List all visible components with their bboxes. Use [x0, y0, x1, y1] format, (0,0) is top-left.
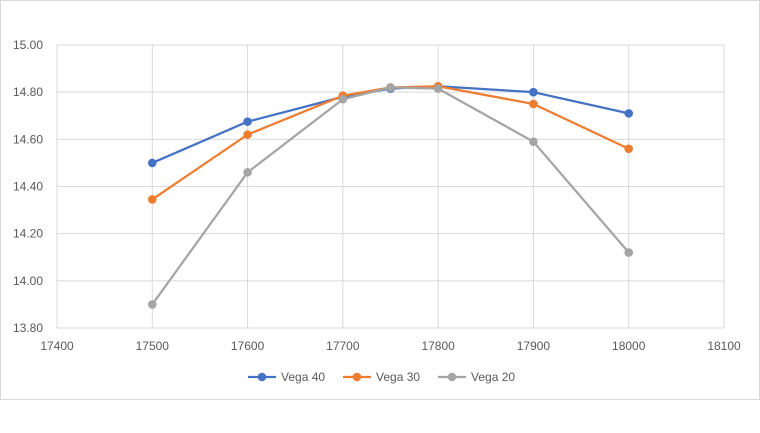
- data-point-vega-20: [386, 83, 395, 92]
- data-point-vega-20: [243, 168, 252, 177]
- data-point-vega-30: [529, 99, 538, 109]
- y-tick-label: 14.80: [13, 85, 43, 99]
- legend-item-vega-40: Vega 40: [248, 370, 325, 384]
- data-point-vega-30: [624, 144, 634, 154]
- data-point-vega-40: [529, 87, 538, 97]
- legend-item-vega-20: Vega 20: [438, 370, 515, 384]
- x-tick-label: 18000: [612, 339, 646, 353]
- y-tick-label: 15.00: [13, 38, 43, 52]
- data-point-vega-40: [147, 158, 157, 168]
- data-point-vega-40: [624, 109, 634, 118]
- data-point-vega-30: [147, 195, 157, 204]
- data-point-vega-30: [243, 130, 252, 139]
- y-tick-label: 14.40: [13, 180, 43, 194]
- x-tick-label: 18100: [707, 339, 741, 353]
- x-tick-label: 17400: [40, 339, 74, 353]
- data-point-vega-20: [624, 248, 634, 257]
- data-point-vega-20: [338, 94, 348, 104]
- legend: Vega 40 Vega 30 Vega 20: [248, 370, 515, 384]
- legend-item-vega-30: Vega 30: [343, 370, 420, 384]
- legend-swatch-marker: [257, 372, 267, 382]
- data-point-vega-20: [433, 84, 443, 93]
- legend-swatch-marker: [352, 372, 362, 382]
- legend-label: Vega 40: [281, 370, 325, 384]
- legend-label: Vega 20: [471, 370, 515, 384]
- x-tick-label: 17500: [136, 339, 170, 353]
- x-tick-label: 17800: [421, 339, 455, 353]
- series-vega-20: [147, 83, 634, 309]
- data-point-vega-20: [147, 300, 157, 309]
- y-tick-label: 14.60: [13, 132, 43, 146]
- legend-label: Vega 30: [376, 370, 420, 384]
- x-tick-label: 17700: [326, 339, 360, 353]
- axis-tick-labels: 13.80 14.00 14.20 14.40 14.60 14.80 15.00 17400…: [13, 38, 741, 353]
- data-point-vega-20: [529, 137, 538, 146]
- chart-border: [0, 0, 760, 400]
- y-tick-label: 13.80: [13, 321, 43, 335]
- x-tick-label: 17900: [517, 339, 551, 353]
- x-tick-label: 17600: [231, 339, 265, 353]
- series-group: [147, 81, 634, 309]
- y-tick-label: 14.20: [13, 227, 43, 241]
- y-tick-label: 14.00: [13, 274, 43, 288]
- data-point-vega-40: [243, 117, 252, 126]
- legend-swatch-marker: [447, 372, 457, 382]
